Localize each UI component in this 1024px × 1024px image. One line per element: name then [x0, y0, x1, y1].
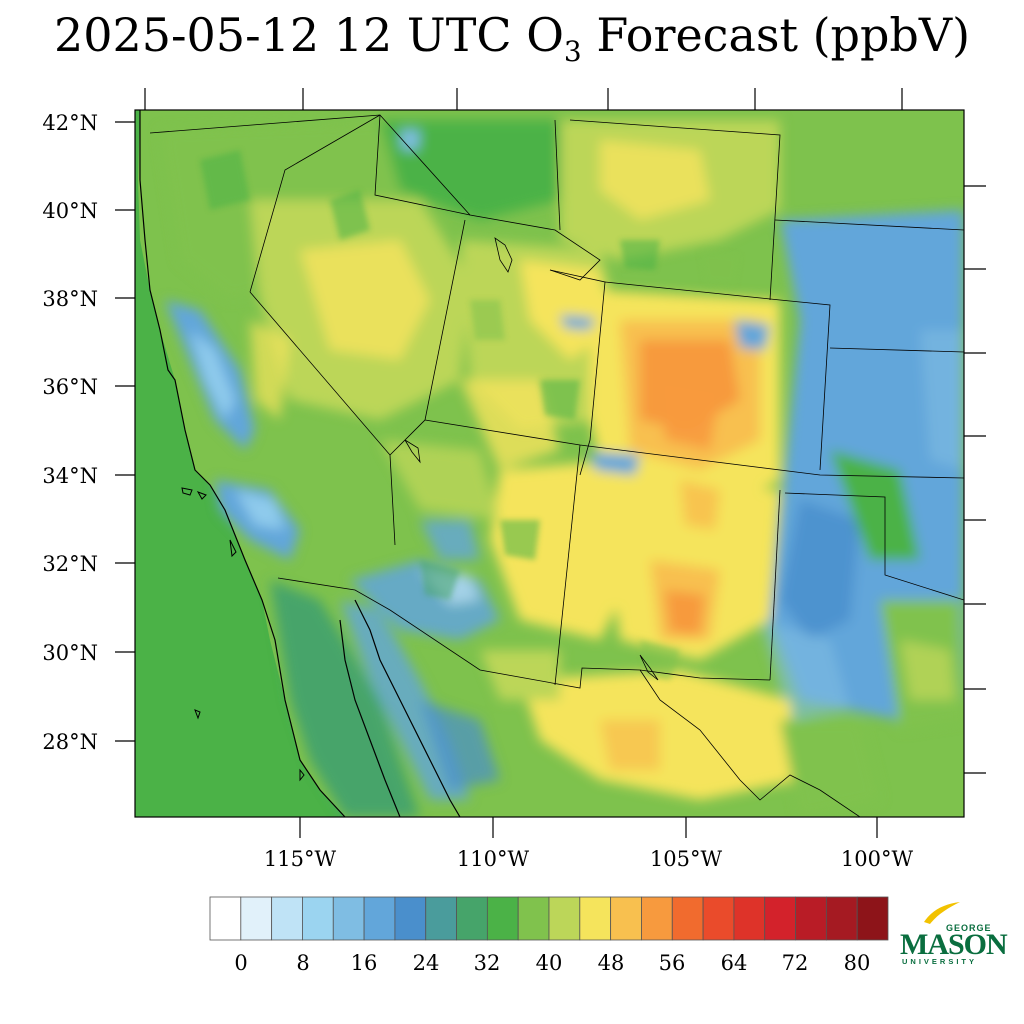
lat-label: 40°N: [42, 199, 98, 223]
colorbar-labels: 0 8 16 24 32 40 48 56 64 72 80: [234, 951, 870, 975]
lat-ticks-left: [115, 121, 135, 742]
colorbar-tick-label: 48: [598, 951, 625, 975]
lon-label: 105°W: [650, 847, 723, 871]
colorbar-tick-label: 16: [351, 951, 378, 975]
title-subscript: 3: [563, 35, 582, 69]
lat-label: 28°N: [42, 730, 98, 754]
lon-ticks-top: [144, 88, 903, 110]
colorbar-swatch: [733, 896, 766, 941]
logo-line1: GEORGE: [946, 923, 992, 933]
colorbar-swatch: [764, 896, 796, 941]
lat-label: 38°N: [42, 287, 98, 311]
colorbar-swatch: [548, 896, 581, 941]
lon-label: 115°W: [264, 847, 337, 871]
colorbar-tick-label: 40: [536, 951, 563, 975]
colorbar-swatch: [271, 896, 303, 941]
map-field: [135, 110, 964, 817]
title-suffix: Forecast (ppbV): [581, 8, 971, 62]
colorbar-swatch: [702, 896, 735, 941]
george-mason-logo: GEORGE MASON UNIVERSITY: [896, 902, 1008, 972]
colorbar-swatch: [240, 896, 273, 941]
logo-line2: MASON: [900, 928, 1008, 961]
lon-label: 110°W: [457, 847, 530, 871]
colorbar-tick-label: 24: [413, 951, 440, 975]
colorbar-swatch: [610, 896, 642, 941]
colorbar-tick-label: 32: [474, 951, 501, 975]
lakes: [404, 237, 659, 681]
colorbar-swatch: [825, 896, 858, 941]
colorbar-tick-label: 72: [782, 951, 809, 975]
colorbar-swatch: [394, 896, 427, 941]
colorbar-swatch: [425, 896, 457, 941]
state-borders: [149, 114, 964, 817]
colorbar-swatch: [486, 896, 519, 941]
lat-label: 34°N: [42, 464, 98, 488]
field-blobs: [160, 120, 964, 817]
colorbar-tick-label: 80: [844, 951, 871, 975]
colorbar: [209, 896, 889, 941]
lat-label: 32°N: [42, 552, 98, 576]
colorbar-tick-label: 8: [296, 951, 309, 975]
colorbar-swatch: [671, 896, 704, 941]
colorbar-swatch: [641, 896, 673, 941]
colorbar-swatch: [579, 896, 612, 941]
field-texture: [200, 150, 740, 680]
map-title: 2025-05-12 12 UTC O3 Forecast (ppbV): [0, 8, 1024, 68]
logo-swoosh-icon: [924, 902, 960, 924]
colorbar-swatch: [363, 896, 396, 941]
colorbar-swatch: [856, 896, 889, 941]
colorbar-swatch: [456, 896, 488, 941]
colorbar-tick-label: 56: [659, 951, 686, 975]
colorbar-swatch: [302, 896, 334, 941]
title-prefix: 2025-05-12 12 UTC O: [53, 8, 564, 62]
baja-east-coast: [339, 619, 401, 817]
lat-label: 30°N: [42, 641, 98, 665]
colorbar-swatch: [209, 896, 242, 941]
colorbar-tick-label: 64: [721, 951, 748, 975]
colorbar-swatch: [517, 896, 550, 941]
lat-label: 42°N: [42, 111, 98, 135]
coastline: [139, 110, 346, 817]
colorbar-swatch: [795, 896, 827, 941]
map-frame: [134, 109, 965, 818]
logo-line3: UNIVERSITY: [902, 957, 978, 966]
lon-ticks-bottom: [299, 817, 878, 838]
lat-label: 36°N: [42, 375, 98, 399]
colorbar-swatch: [332, 896, 365, 941]
lat-ticks-right: [964, 185, 986, 774]
colorbar-tick-label: 0: [234, 951, 247, 975]
gulf-coastline: [354, 599, 461, 817]
lon-label: 100°W: [841, 847, 914, 871]
islands: [181, 487, 305, 782]
